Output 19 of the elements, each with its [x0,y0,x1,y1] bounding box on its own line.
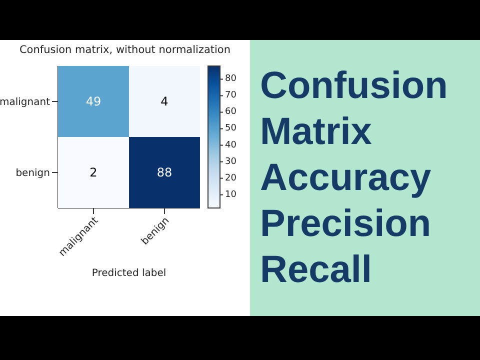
chart-title: Confusion matrix, without normalization [18,44,232,56]
text: Matrix [260,110,373,155]
text: Confusion [260,64,449,109]
color-bar-label: 40 [225,140,237,150]
data-label: 2 [90,166,98,180]
color-bar-label: 60 [225,107,237,118]
color-bar-label: 50 [225,124,237,134]
data-label: 88 [156,166,172,180]
text: Precision [260,202,432,247]
color-bar-label: 80 [225,74,237,84]
color-bar-label: 20 [225,173,237,184]
color-bar-label: 10 [225,190,237,200]
data-label: 4 [160,94,168,108]
data-label: 49 [86,94,102,108]
text: Recall [260,248,373,293]
color-bar-label: 70 [225,90,237,101]
text: Accuracy [260,156,432,201]
x-axis-title: Predicted label [92,268,166,279]
color-bar-label: 30 [225,156,237,167]
